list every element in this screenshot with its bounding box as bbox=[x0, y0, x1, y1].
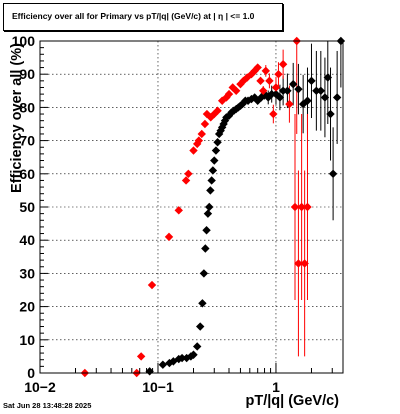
black-data-point bbox=[332, 93, 342, 102]
black-data-point bbox=[210, 156, 219, 165]
chart-title-box: Efficiency over all for Primary vs pT/|q… bbox=[3, 3, 283, 31]
axes: 0 10 20 30 40 50 60 70 80 90 100 10−2 10−1 1 bbox=[12, 33, 344, 395]
red-data-point bbox=[202, 109, 212, 119]
red-data-point bbox=[290, 202, 300, 212]
red-data-point bbox=[184, 169, 193, 178]
red-data-point bbox=[261, 66, 270, 76]
red-data-point bbox=[253, 63, 262, 72]
y-axis-label: Efficiency over all (%) bbox=[9, 43, 25, 193]
red-data-point bbox=[197, 129, 206, 139]
black-data-point bbox=[289, 79, 298, 89]
y-tick-label: 50 bbox=[19, 199, 35, 215]
black-data-point bbox=[220, 116, 230, 125]
black-data-point bbox=[323, 73, 332, 82]
black-data-point bbox=[196, 322, 205, 331]
black-data-point bbox=[326, 109, 335, 119]
black-data-point bbox=[203, 209, 213, 218]
red-data-point bbox=[181, 176, 191, 185]
black-data-point bbox=[253, 96, 262, 105]
red-data-point bbox=[271, 83, 281, 92]
red-data-point bbox=[294, 259, 303, 268]
red-data-point bbox=[278, 60, 288, 69]
black-data-point bbox=[303, 96, 312, 105]
y-tick-label: 20 bbox=[19, 299, 35, 315]
black-data-point bbox=[189, 350, 198, 359]
black-data-point bbox=[264, 93, 273, 102]
x-axis-label: pT/|q| (GeV/c) bbox=[245, 393, 339, 409]
y-tick-label: 30 bbox=[19, 265, 35, 281]
x-tick-label: 10−2 bbox=[24, 379, 56, 395]
red-data-point bbox=[200, 119, 210, 129]
black-data-point bbox=[294, 84, 303, 94]
black-data-point bbox=[201, 244, 210, 253]
y-tick-label: 60 bbox=[19, 166, 35, 182]
y-tick-label: 0 bbox=[27, 365, 35, 381]
red-data-point bbox=[164, 232, 174, 242]
red-data-point bbox=[297, 202, 306, 212]
black-data-point bbox=[238, 99, 247, 109]
red-data-point bbox=[265, 76, 274, 86]
red-data-point bbox=[256, 76, 265, 86]
red-data-point bbox=[269, 109, 278, 119]
black-data-point bbox=[213, 138, 222, 147]
black-data-point bbox=[275, 93, 285, 102]
black-data-point bbox=[328, 169, 338, 178]
y-tick-label: 80 bbox=[19, 99, 35, 115]
black-data-point bbox=[283, 86, 292, 95]
black-data-point bbox=[198, 299, 207, 308]
red-data-point bbox=[259, 86, 268, 95]
black-data-point bbox=[278, 86, 288, 95]
black-data-point bbox=[207, 176, 216, 185]
black-data-point bbox=[316, 86, 326, 95]
black-data-point bbox=[267, 89, 276, 99]
red-data-point bbox=[303, 202, 312, 212]
red-data-point bbox=[147, 280, 157, 290]
black-data-point bbox=[158, 360, 168, 369]
red-data-point bbox=[231, 86, 241, 95]
red-data-point bbox=[285, 99, 294, 109]
red-data-point bbox=[189, 146, 198, 155]
timestamp: Sat Jun 28 13:48:28 2025 bbox=[3, 401, 92, 410]
black-data-point bbox=[208, 166, 218, 175]
x-tick-label: 1 bbox=[272, 379, 280, 395]
black-data-point bbox=[257, 93, 266, 102]
red-data-point bbox=[274, 70, 283, 79]
x-tick-label: 10−1 bbox=[142, 379, 174, 395]
red-data-point bbox=[213, 106, 222, 115]
black-data-point bbox=[307, 76, 316, 86]
chart-title: Efficiency over all for Primary vs pT/|q… bbox=[12, 11, 255, 21]
black-data-point bbox=[320, 93, 330, 102]
y-tick-label: 10 bbox=[19, 332, 35, 348]
black-data-point bbox=[205, 202, 214, 212]
black-data-point bbox=[312, 86, 321, 95]
y-tick-label: 90 bbox=[19, 66, 35, 82]
y-tick-label: 100 bbox=[12, 33, 36, 49]
red-data-point bbox=[236, 79, 245, 89]
y-tick-label: 40 bbox=[19, 232, 35, 248]
red-data-point bbox=[224, 89, 234, 99]
black-data-point bbox=[298, 99, 308, 109]
red-data-point bbox=[228, 83, 237, 92]
black-data-point bbox=[202, 226, 211, 235]
black-data-point bbox=[211, 146, 221, 155]
red-data-point bbox=[242, 73, 252, 82]
red-data-point bbox=[194, 136, 204, 145]
black-data-point bbox=[206, 186, 215, 195]
red-data-point bbox=[136, 352, 146, 361]
y-tick-label: 70 bbox=[19, 133, 35, 149]
black-data-point bbox=[193, 342, 202, 351]
red-data-point bbox=[300, 259, 309, 268]
red-data-point bbox=[174, 206, 183, 215]
data-markers bbox=[80, 36, 346, 378]
black-data-point bbox=[177, 353, 187, 363]
black-data-point bbox=[199, 269, 209, 278]
